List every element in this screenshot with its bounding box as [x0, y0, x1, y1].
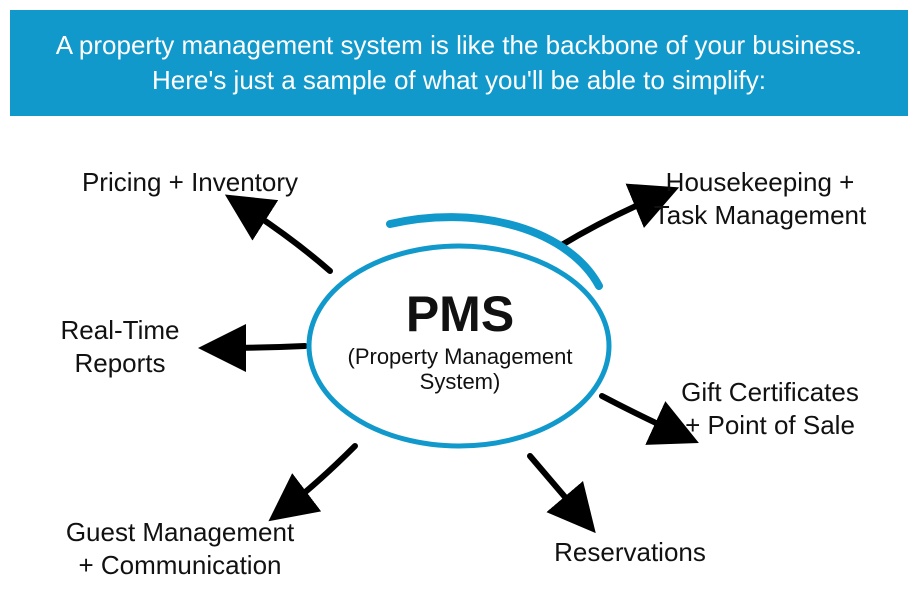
- center-title: PMS: [340, 286, 580, 344]
- leaf-housekeeping: Housekeeping + Task Management: [620, 166, 900, 231]
- leaf-guest: Guest Management + Communication: [30, 516, 330, 581]
- leaf-reservations: Reservations: [520, 536, 740, 569]
- center-subtitle: (Property Management System): [340, 344, 580, 395]
- leaf-gift: Gift Certificates + Point of Sale: [640, 376, 900, 441]
- arrow-to-pricing: [235, 201, 330, 271]
- leaf-realtime: Real-Time Reports: [20, 314, 220, 379]
- banner: A property management system is like the…: [10, 10, 908, 116]
- center-swoosh: [390, 217, 599, 286]
- arrow-to-reservations: [530, 456, 588, 524]
- arrow-to-guest: [278, 446, 355, 514]
- leaf-pricing: Pricing + Inventory: [50, 166, 330, 199]
- diagram-area: PMS (Property Management System) Pricing…: [0, 116, 918, 606]
- center-node: PMS (Property Management System): [340, 286, 580, 394]
- arrow-to-realtime: [210, 346, 305, 348]
